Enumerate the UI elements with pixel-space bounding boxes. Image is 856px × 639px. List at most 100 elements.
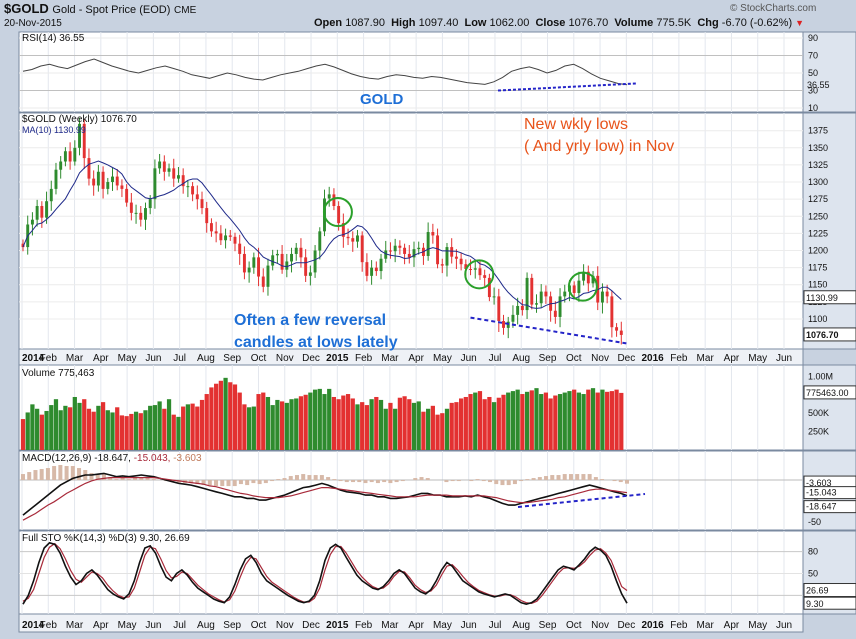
volume-bar — [298, 396, 304, 450]
volume-bar — [133, 411, 139, 450]
volume-bar — [171, 414, 176, 450]
candle-body — [553, 310, 557, 317]
x-tick-label: Jul — [173, 353, 186, 364]
candle-body — [492, 296, 496, 298]
volume-bar — [35, 408, 40, 450]
macd-histogram-bar — [294, 475, 299, 481]
candle-body — [502, 321, 505, 328]
annotation-reversal-2: candles at lows lately — [234, 334, 398, 351]
volume-bar — [590, 388, 596, 450]
candle-body — [370, 267, 374, 276]
macd-histogram-bar — [276, 479, 281, 481]
candle-body — [483, 275, 487, 278]
macd-histogram-bar — [506, 480, 511, 486]
macd-histogram-bar — [114, 479, 119, 481]
macd-histogram-bar — [238, 480, 243, 485]
x-tick-label-bottom: 2016 — [641, 620, 664, 631]
volume-bar — [501, 394, 506, 450]
volume-bar — [397, 397, 402, 450]
x-tick-label: Jun — [776, 353, 792, 364]
sto-panel — [18, 530, 804, 615]
exchange: CME — [174, 5, 197, 16]
x-tick-label-bottom: Feb — [670, 620, 688, 631]
x-tick-label: Jul — [489, 353, 502, 364]
x-tick-label-bottom: Jul — [173, 620, 186, 631]
volume-bar — [430, 405, 435, 450]
x-tick-label-bottom: Oct — [566, 620, 582, 631]
chg-value: -6.70 (-0.62%) — [721, 17, 793, 29]
volume-bar — [369, 399, 374, 450]
macd-histogram-bar — [108, 477, 113, 481]
candle-body — [162, 161, 166, 172]
ma-label: MA(10) 1130.99 — [22, 125, 86, 135]
volume-bar — [553, 395, 558, 450]
ohlc-summary: Open 1087.90 High 1097.40 Low 1062.00 Cl… — [314, 17, 804, 29]
x-tick-label: Apr — [93, 353, 109, 364]
volume-bar — [619, 392, 624, 450]
candle-body — [398, 245, 402, 248]
candle-body — [318, 231, 322, 251]
macd-histogram-bar — [201, 480, 206, 486]
volume-bar — [294, 398, 299, 450]
volume-y-tick: 250K — [808, 427, 829, 437]
close-label: Close — [535, 17, 566, 29]
volume-bar — [529, 390, 534, 450]
macd-histogram-bar — [519, 480, 524, 482]
volume-bar — [96, 405, 101, 450]
candle-body — [436, 235, 440, 265]
candle-body — [478, 268, 482, 276]
low-label: Low — [464, 17, 487, 29]
x-tick-label: Oct — [566, 353, 582, 364]
candle-body — [54, 169, 58, 189]
candle-body — [275, 253, 279, 256]
volume-bar — [176, 416, 181, 450]
candle-body — [111, 176, 114, 183]
volume-bar — [388, 402, 393, 450]
candle-body — [68, 151, 72, 162]
macd-histogram-bar — [70, 466, 75, 481]
candle-body — [191, 186, 195, 195]
macd-histogram-bar — [27, 472, 32, 481]
candle-body — [464, 264, 468, 269]
volume-bar — [567, 391, 572, 450]
volume-bar — [477, 391, 483, 450]
macd-histogram-bar — [332, 479, 337, 481]
macd-histogram-bar — [270, 480, 275, 482]
candle-body — [431, 232, 435, 236]
x-tick-label: Aug — [512, 353, 530, 364]
volume-bar — [185, 404, 191, 450]
open-label: Open — [314, 17, 343, 29]
volume-bar — [195, 406, 200, 450]
candle-body — [572, 285, 576, 293]
candle-body — [619, 330, 623, 335]
candle-body — [186, 186, 190, 188]
macd-histogram-bar — [600, 479, 605, 481]
volume-bar — [228, 382, 233, 450]
volume-bar — [237, 392, 242, 450]
rsi-y-tick: 70 — [808, 51, 818, 61]
macd-histogram-bar — [531, 478, 536, 481]
candle-body — [440, 264, 444, 266]
volume-bar — [39, 414, 44, 450]
volume-title: Volume 775,463 — [22, 368, 95, 379]
x-tick-label: May — [433, 353, 452, 364]
volume-bar — [543, 392, 549, 450]
macd-y-tick: -50 — [808, 517, 821, 527]
rsi-title: RSI(14) 36.55 — [22, 33, 85, 44]
sto-k-box — [803, 596, 856, 610]
x-tick-label-bottom: Aug — [197, 620, 215, 631]
x-tick-label: Mar — [697, 353, 715, 364]
volume-bar — [105, 410, 110, 450]
volume-bar — [119, 415, 125, 450]
date-axis-bar-bottom — [18, 613, 804, 633]
candle-body — [417, 247, 421, 250]
candle-body — [45, 201, 49, 218]
macd-title-signal: -15.043, — [134, 453, 173, 464]
volume-bar — [86, 408, 92, 450]
candle-body — [459, 258, 463, 265]
candle-body — [224, 235, 228, 241]
volume-bar — [572, 389, 577, 450]
volume-bar — [115, 407, 120, 450]
candle-body — [200, 199, 204, 209]
x-tick-label-bottom: Jun — [461, 620, 477, 631]
